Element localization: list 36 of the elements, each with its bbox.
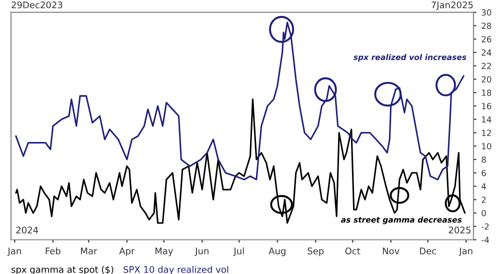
x-tick-label: Aug: [268, 248, 286, 256]
x-tick-label: Apr: [119, 248, 135, 256]
y-tick-label: 4: [482, 183, 486, 190]
y-tick-label: 6: [482, 170, 486, 176]
y-tick-label: -4: [482, 236, 489, 243]
y-tick-label: 14: [482, 116, 492, 123]
y-tick-label: 16: [482, 102, 492, 110]
y-tick-label: 20: [482, 76, 492, 83]
y-tick-label: 22: [482, 62, 491, 70]
annotation: 2024: [16, 226, 38, 234]
y-tick-label: 18: [482, 90, 492, 96]
y-tick-label: -2: [482, 223, 489, 230]
y-tick-label: 10: [482, 143, 492, 150]
x-tick-label: May: [155, 248, 173, 256]
text: 29Dec2023: [12, 1, 62, 8]
x-tick-label: Feb: [46, 247, 60, 254]
x-tick-label: Dec: [420, 248, 436, 254]
x-tick-label: Mar: [81, 248, 98, 254]
x-tick-label: Oct: [345, 248, 360, 254]
y-tick-label: 24: [482, 49, 492, 56]
text: 7Jan2025: [432, 1, 473, 10]
y-tick-label: 0: [482, 210, 486, 216]
annotation: 2025: [448, 226, 470, 234]
y-tick-label: 8: [482, 156, 486, 163]
y-tick-label: 2: [482, 196, 486, 203]
y-tick-label: 26: [482, 36, 492, 42]
y-tick-label: 12: [482, 130, 491, 136]
x-tick-label: Jun: [194, 248, 208, 256]
x-tick-label: Nov: [382, 248, 400, 254]
y-tick-label: 28: [482, 22, 492, 29]
x-tick-label: Jul: [233, 247, 244, 256]
x-tick-label: Jan: [458, 248, 472, 256]
line-series: [15, 98, 466, 224]
x-tick-label: Jan: [7, 248, 21, 256]
x-tick-label: Sep: [308, 248, 324, 256]
y-tick-label: 30: [482, 9, 492, 16]
